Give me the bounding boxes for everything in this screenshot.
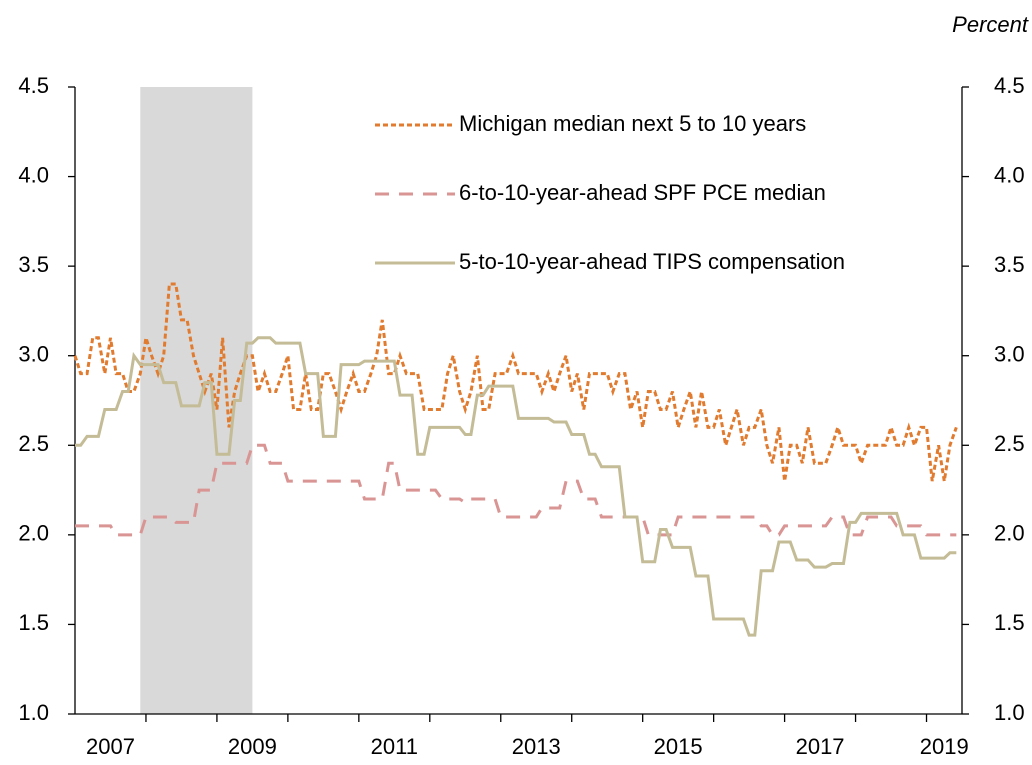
y-tick-label: 3.0 bbox=[18, 342, 49, 367]
y2-tick-label: 3.0 bbox=[994, 342, 1025, 367]
series-line bbox=[75, 443, 957, 537]
x-tick-label: 2017 bbox=[796, 734, 845, 759]
unit-label: Percent bbox=[952, 12, 1029, 37]
y2-tick-label: 4.0 bbox=[994, 162, 1025, 187]
y-tick-label: 4.0 bbox=[18, 162, 49, 187]
y-tick-label: 1.0 bbox=[18, 700, 49, 725]
y-tick-label: 1.5 bbox=[18, 610, 49, 635]
y2-tick-label: 2.5 bbox=[994, 431, 1025, 456]
y2-tick-label: 2.0 bbox=[994, 521, 1025, 546]
y2-tick-label: 1.0 bbox=[994, 700, 1025, 725]
legend-label: 6-to-10-year-ahead SPF PCE median bbox=[459, 180, 826, 205]
y2-tick-label: 4.5 bbox=[994, 73, 1025, 98]
y-tick-label: 2.0 bbox=[18, 521, 49, 546]
y-tick-label: 2.5 bbox=[18, 431, 49, 456]
y-tick-label: 4.5 bbox=[18, 73, 49, 98]
x-tick-label: 2015 bbox=[654, 734, 703, 759]
legend-label: 5-to-10-year-ahead TIPS compensation bbox=[459, 249, 845, 274]
x-tick-label: 2013 bbox=[512, 734, 561, 759]
legend-label: Michigan median next 5 to 10 years bbox=[459, 111, 806, 136]
y-tick-label: 3.5 bbox=[18, 252, 49, 277]
series-line bbox=[73, 282, 958, 482]
x-tick-label: 2007 bbox=[86, 734, 135, 759]
series-line bbox=[75, 336, 957, 637]
x-tick-label: 2011 bbox=[371, 734, 418, 759]
y2-tick-label: 1.5 bbox=[994, 610, 1025, 635]
x-tick-label: 2009 bbox=[228, 734, 277, 759]
y2-tick-label: 3.5 bbox=[994, 252, 1025, 277]
x-tick-label: 2019 bbox=[920, 734, 969, 759]
